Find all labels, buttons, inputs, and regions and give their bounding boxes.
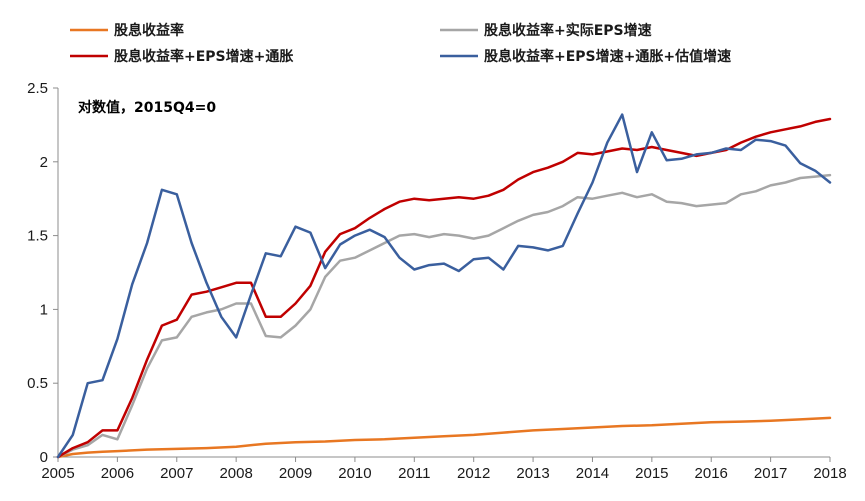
x-tick-label: 2014 bbox=[576, 465, 609, 482]
series-line-3 bbox=[56, 117, 832, 459]
legend-label-2: 股息收益率+实际EPS增速 bbox=[484, 22, 652, 39]
x-tick-label: 2015 bbox=[635, 465, 668, 482]
x-tick-label: 2017 bbox=[754, 465, 787, 482]
y-tick-label: 0 bbox=[40, 449, 48, 466]
legend-label-3: 股息收益率+EPS增速+通胀 bbox=[114, 48, 293, 65]
axes: 0 0.5 1 1.5 2 2.5 2005 2006 2007 2008 2009 2010 2011… bbox=[27, 80, 847, 482]
y-tick-label: 2 bbox=[40, 154, 48, 171]
x-tick-label: 2012 bbox=[457, 465, 490, 482]
x-tick-label: 2010 bbox=[338, 465, 371, 482]
chart-annotation: 对数值，2015Q4=0 bbox=[78, 99, 216, 116]
series-line-4 bbox=[56, 113, 832, 459]
legend-label-1: 股息收益率 bbox=[114, 22, 184, 39]
x-tick-label: 2018 bbox=[813, 465, 846, 482]
y-tick-label: 1.5 bbox=[27, 228, 48, 245]
y-tick-label: 0.5 bbox=[27, 375, 48, 392]
x-tick-label: 2013 bbox=[516, 465, 549, 482]
series-line-2 bbox=[56, 173, 832, 459]
y-tick-label: 1 bbox=[40, 301, 48, 318]
x-tick-label: 2006 bbox=[101, 465, 134, 482]
legend-label-4: 股息收益率+EPS增速+通胀+估值增速 bbox=[484, 48, 731, 65]
series-line-1 bbox=[56, 416, 832, 459]
series-lines bbox=[56, 113, 832, 459]
x-tick-label: 2008 bbox=[219, 465, 252, 482]
x-tick-label: 2011 bbox=[398, 465, 430, 482]
x-tick-label: 2009 bbox=[279, 465, 312, 482]
x-tick-label: 2007 bbox=[160, 465, 193, 482]
x-tick-label: 2016 bbox=[695, 465, 728, 482]
x-tick-label: 2005 bbox=[41, 465, 74, 482]
y-tick-label: 2.5 bbox=[27, 80, 48, 97]
